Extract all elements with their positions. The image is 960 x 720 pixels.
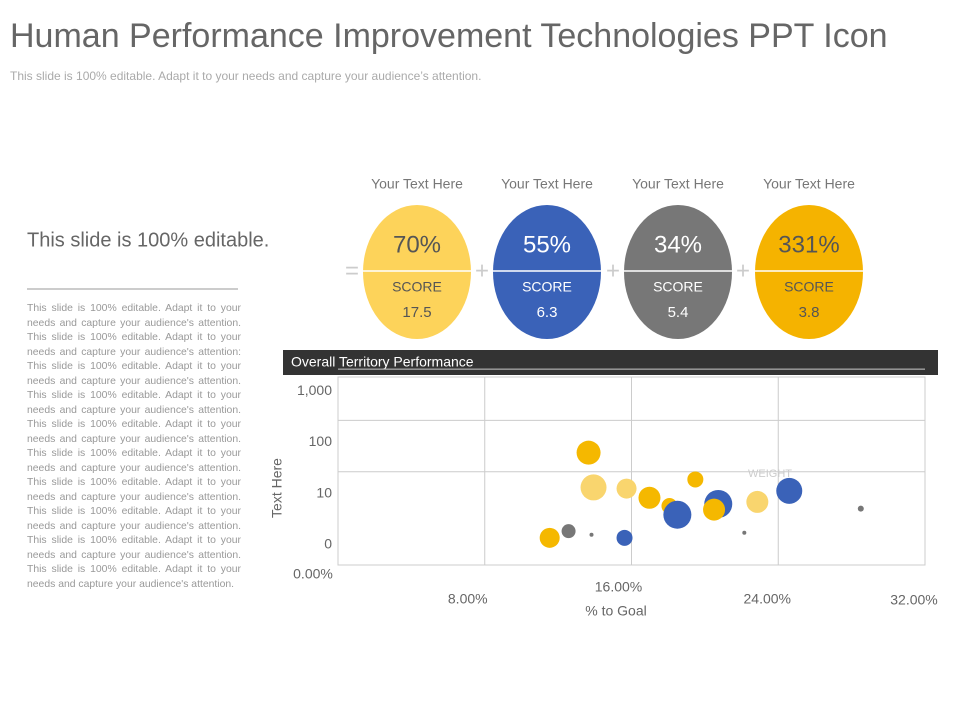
card-ellipse xyxy=(493,205,601,339)
sidebar-heading: This slide is 100% editable. xyxy=(27,229,269,251)
y-tick-label: 1,000 xyxy=(297,382,332,398)
card-percent: 55% xyxy=(523,231,571,258)
bubble xyxy=(857,505,864,512)
card-score: 17.5 xyxy=(402,304,431,321)
card-ellipse xyxy=(755,205,863,339)
card-caption: Your Text Here xyxy=(371,176,463,192)
card-score: 6.3 xyxy=(537,304,558,321)
x-tick-label: 16.00% xyxy=(595,579,642,595)
card-caption: Your Text Here xyxy=(632,176,724,192)
y-tick-label: 100 xyxy=(309,433,333,449)
x-axis-label: % to Goal xyxy=(585,603,646,619)
bubble xyxy=(663,500,692,529)
card-percent: 70% xyxy=(393,231,441,258)
bubble xyxy=(539,527,560,548)
operator: = xyxy=(345,257,359,284)
bubble xyxy=(616,478,637,499)
operator: + xyxy=(475,257,489,284)
bubble xyxy=(580,474,607,501)
chart-header xyxy=(283,350,938,375)
title: Human Performance Improvement Technologi… xyxy=(10,17,888,55)
card-label: SCORE xyxy=(522,279,572,295)
subtitle: This slide is 100% editable. Adapt it to… xyxy=(10,69,481,83)
operator: + xyxy=(606,257,620,284)
bubble xyxy=(703,498,726,521)
bubble xyxy=(589,532,594,537)
x-tick-label: 32.00% xyxy=(890,592,937,608)
card-caption: Your Text Here xyxy=(501,176,593,192)
card-percent: 34% xyxy=(654,231,702,258)
x-tick-label: 24.00% xyxy=(744,591,791,607)
bubble xyxy=(638,486,661,509)
sidebar-body: This slide is 100% editable. Adapt it to… xyxy=(27,303,241,590)
operator: + xyxy=(736,257,750,284)
card-ellipse xyxy=(624,205,732,339)
card-label: SCORE xyxy=(392,279,442,295)
x-tick-label: 8.00% xyxy=(448,591,488,607)
chart-title: Overall Territory Performance xyxy=(291,354,474,370)
y-tick-label: 0 xyxy=(324,536,332,552)
card-score: 5.4 xyxy=(668,304,689,321)
card-label: SCORE xyxy=(653,279,703,295)
y-tick-label: 10 xyxy=(316,484,332,500)
bubble xyxy=(776,477,803,504)
bubble xyxy=(561,524,576,539)
bubble xyxy=(576,440,601,465)
card-percent: 331% xyxy=(778,231,839,258)
y-axis-label: Text Here xyxy=(269,458,285,518)
bubble xyxy=(687,471,704,488)
card-caption: Your Text Here xyxy=(763,176,855,192)
bubble xyxy=(746,490,769,513)
card-ellipse xyxy=(363,205,471,339)
bubble xyxy=(742,530,747,535)
annotation: WEIGHT xyxy=(748,468,792,480)
x-tick-label: 0.00% xyxy=(293,566,333,582)
bubble xyxy=(616,529,633,546)
card-label: SCORE xyxy=(784,279,834,295)
card-score: 3.8 xyxy=(799,304,820,321)
